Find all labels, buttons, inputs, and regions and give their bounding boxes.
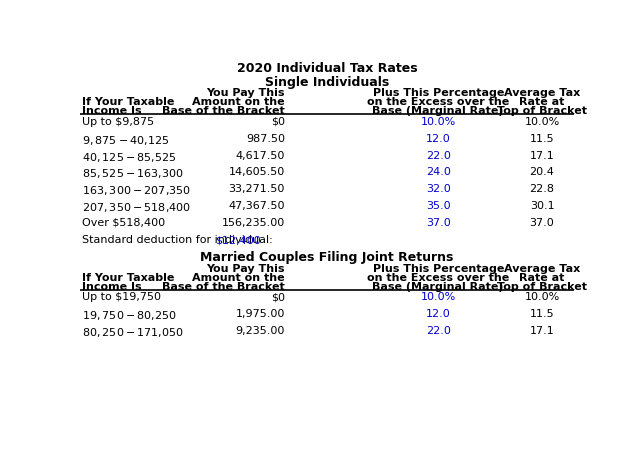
Text: 30.1: 30.1 — [530, 201, 554, 211]
Text: 37.0: 37.0 — [426, 218, 450, 228]
Text: Average Tax: Average Tax — [504, 264, 580, 274]
Text: $80,250 - $171,050: $80,250 - $171,050 — [82, 326, 184, 339]
Text: 987.50: 987.50 — [246, 134, 285, 144]
Text: Average Tax: Average Tax — [504, 88, 580, 98]
Text: Income Is: Income Is — [82, 282, 142, 292]
Text: 2020 Individual Tax Rates: 2020 Individual Tax Rates — [237, 62, 417, 76]
Text: Standard deduction for individual:: Standard deduction for individual: — [82, 235, 276, 245]
Text: 22.8: 22.8 — [530, 184, 554, 194]
Text: Single Individuals: Single Individuals — [265, 76, 389, 89]
Text: 20.4: 20.4 — [530, 167, 554, 177]
Text: $163,300 - $207,350: $163,300 - $207,350 — [82, 184, 191, 197]
Text: on the Excess over the: on the Excess over the — [367, 97, 509, 107]
Text: Amount on the: Amount on the — [192, 273, 285, 283]
Text: $85,525 - $163,300: $85,525 - $163,300 — [82, 167, 184, 181]
Text: 156,235.00: 156,235.00 — [221, 218, 285, 228]
Text: 10.0%: 10.0% — [420, 293, 456, 303]
Text: 4,617.50: 4,617.50 — [235, 151, 285, 161]
Text: Top of Bracket: Top of Bracket — [497, 106, 587, 116]
Text: $40,125 - $85,525: $40,125 - $85,525 — [82, 151, 177, 164]
Text: $19,750 - $80,250: $19,750 - $80,250 — [82, 309, 177, 322]
Text: 35.0: 35.0 — [426, 201, 450, 211]
Text: 33,271.50: 33,271.50 — [228, 184, 285, 194]
Text: Plus This Percentage: Plus This Percentage — [373, 88, 504, 98]
Text: 14,605.50: 14,605.50 — [228, 167, 285, 177]
Text: 22.0: 22.0 — [426, 151, 450, 161]
Text: Rate at: Rate at — [519, 97, 565, 107]
Text: $207,350 - $518,400: $207,350 - $518,400 — [82, 201, 191, 214]
Text: You Pay This: You Pay This — [207, 264, 285, 274]
Text: Amount on the: Amount on the — [192, 97, 285, 107]
Text: 37.0: 37.0 — [530, 218, 554, 228]
Text: 32.0: 32.0 — [426, 184, 450, 194]
Text: Married Couples Filing Joint Returns: Married Couples Filing Joint Returns — [200, 251, 454, 264]
Text: 24.0: 24.0 — [426, 167, 450, 177]
Text: 9,235.00: 9,235.00 — [235, 326, 285, 336]
Text: 10.0%: 10.0% — [524, 293, 560, 303]
Text: Plus This Percentage: Plus This Percentage — [373, 264, 504, 274]
Text: Top of Bracket: Top of Bracket — [497, 282, 587, 292]
Text: If Your Taxable: If Your Taxable — [82, 273, 175, 283]
Text: $0: $0 — [271, 117, 285, 127]
Text: 10.0%: 10.0% — [420, 117, 456, 127]
Text: Up to $9,875: Up to $9,875 — [82, 117, 154, 127]
Text: $12,400: $12,400 — [215, 235, 260, 245]
Text: $9,875 - $40,125: $9,875 - $40,125 — [82, 134, 170, 147]
Text: 11.5: 11.5 — [530, 134, 554, 144]
Text: 17.1: 17.1 — [530, 326, 554, 336]
Text: 10.0%: 10.0% — [524, 117, 560, 127]
Text: $0: $0 — [271, 293, 285, 303]
Text: 47,367.50: 47,367.50 — [228, 201, 285, 211]
Text: Rate at: Rate at — [519, 273, 565, 283]
Text: 1,975.00: 1,975.00 — [235, 309, 285, 319]
Text: 12.0: 12.0 — [426, 134, 450, 144]
Text: Over $518,400: Over $518,400 — [82, 218, 165, 228]
Text: Income Is: Income Is — [82, 106, 142, 116]
Text: Base of the Bracket: Base of the Bracket — [162, 106, 285, 116]
Text: 17.1: 17.1 — [530, 151, 554, 161]
Text: You Pay This: You Pay This — [207, 88, 285, 98]
Text: 11.5: 11.5 — [530, 309, 554, 319]
Text: If Your Taxable: If Your Taxable — [82, 97, 175, 107]
Text: Base (Marginal Rate): Base (Marginal Rate) — [373, 282, 504, 292]
Text: Up to $19,750: Up to $19,750 — [82, 293, 161, 303]
Text: 12.0: 12.0 — [426, 309, 450, 319]
Text: Base (Marginal Rate): Base (Marginal Rate) — [373, 106, 504, 116]
Text: Base of the Bracket: Base of the Bracket — [162, 282, 285, 292]
Text: 22.0: 22.0 — [426, 326, 450, 336]
Text: on the Excess over the: on the Excess over the — [367, 273, 509, 283]
